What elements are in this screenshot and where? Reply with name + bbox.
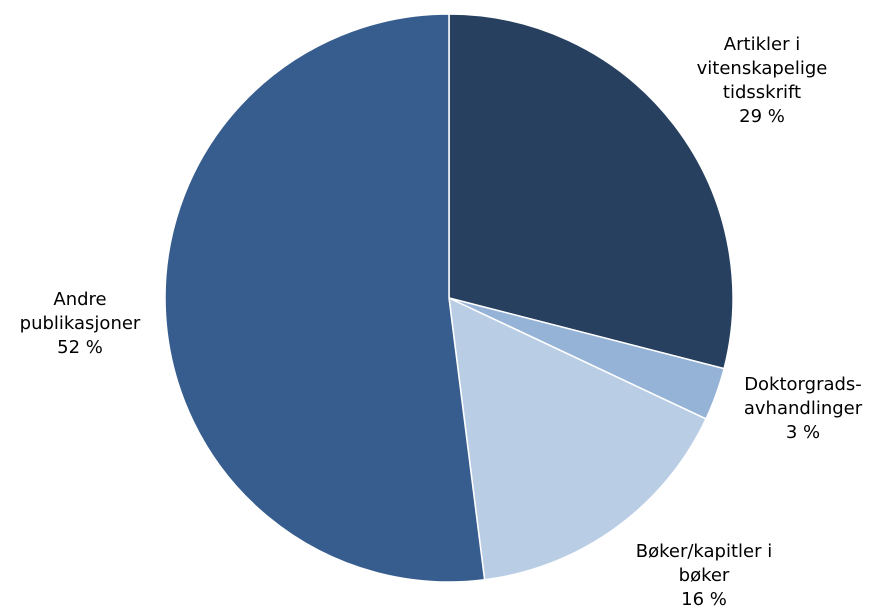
slice-label-1: Doktorgrads-avhandlinger 3 %	[744, 374, 863, 443]
slice-value-label: 16 %	[681, 589, 727, 608]
slice-category-line: bøker	[679, 565, 730, 586]
slice-category-line: avhandlinger	[744, 398, 863, 419]
slice-value-label: 3 %	[786, 422, 820, 443]
slice-label-0: Artikler i vitenskapelige tidsskrift 29 %	[697, 34, 828, 127]
pie-labels: Artikler i vitenskapelige tidsskrift 29 % Do…	[20, 34, 863, 608]
pie-slice-3	[164, 13, 486, 583]
slice-category-line: publikasjoner	[20, 313, 141, 334]
pie-slice-2	[448, 296, 707, 581]
pie-slices	[164, 13, 734, 583]
slice-category-line: vitenskapelige	[697, 58, 828, 79]
slice-value-label: 29 %	[739, 106, 785, 127]
slice-category-line: Doktorgrads-	[744, 374, 862, 395]
slice-category-line: tidsskrift	[723, 82, 801, 103]
slice-label-2: Bøker/kapitler i bøker 16 %	[636, 541, 773, 608]
slice-category-line: Andre	[53, 289, 106, 310]
slice-value-label: 52 %	[57, 337, 103, 358]
slice-category-line: Artikler i	[724, 34, 800, 55]
slice-label-3: Andre publikasjoner 52 %	[20, 289, 141, 358]
pie-slice-0	[448, 13, 734, 370]
slice-category-line: Bøker/kapitler i	[636, 541, 773, 562]
